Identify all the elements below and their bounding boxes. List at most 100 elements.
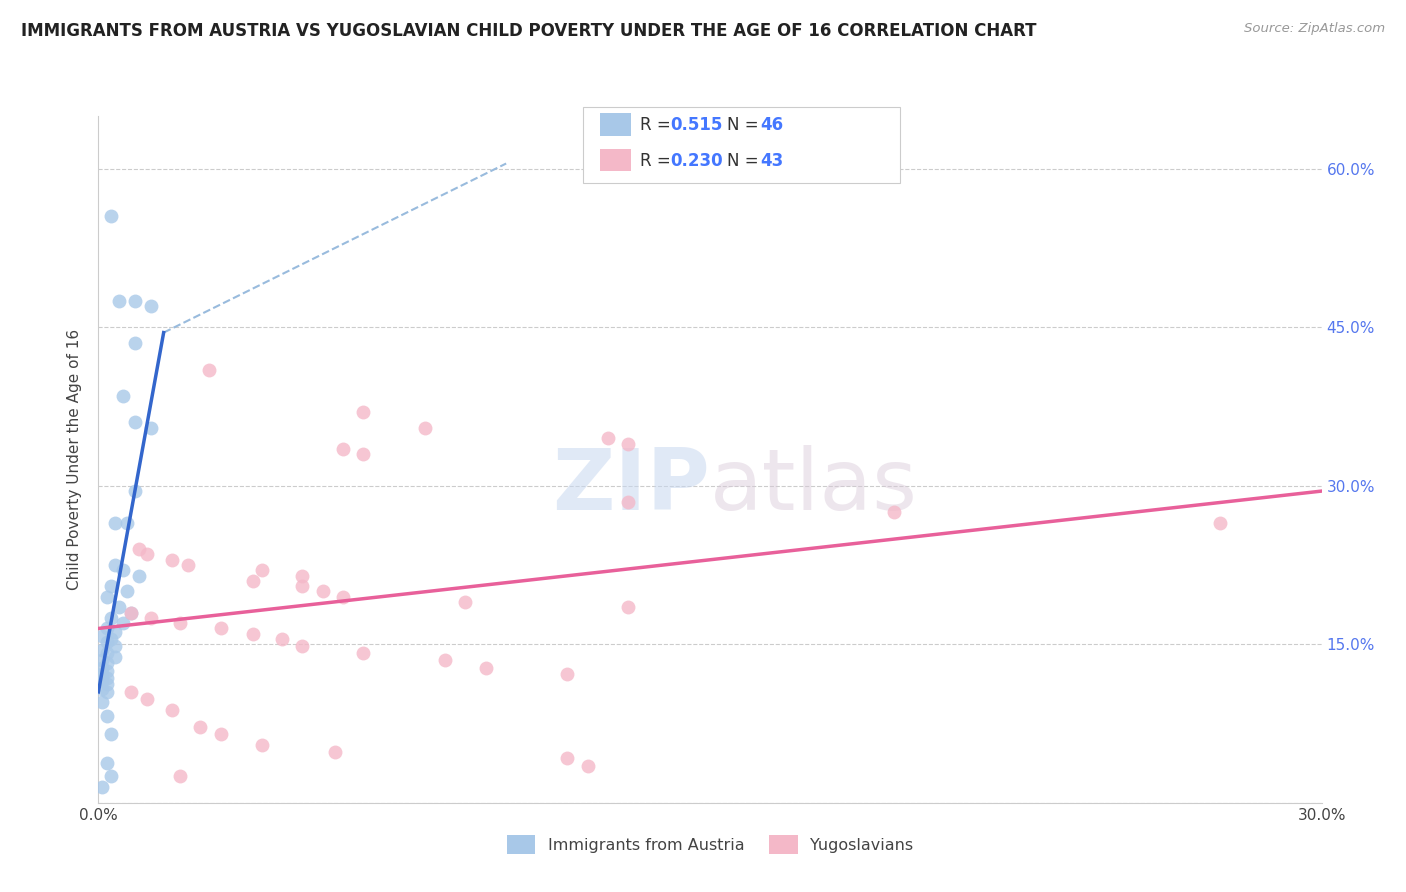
Point <box>323 745 346 759</box>
Point <box>91 653 114 667</box>
Point <box>242 574 264 588</box>
Point <box>120 606 142 620</box>
Text: N =: N = <box>727 116 763 134</box>
Text: ZIP: ZIP <box>553 445 710 528</box>
Point <box>557 666 579 681</box>
Point <box>128 568 150 582</box>
Point <box>883 505 905 519</box>
Text: atlas: atlas <box>710 445 918 528</box>
Point <box>104 640 127 654</box>
Point <box>108 600 131 615</box>
Point <box>617 494 640 508</box>
Point <box>136 548 159 562</box>
Point <box>91 660 114 674</box>
Point <box>104 558 127 572</box>
Text: 46: 46 <box>761 116 783 134</box>
Point <box>96 756 118 770</box>
Point <box>100 579 122 593</box>
Text: N =: N = <box>727 152 763 169</box>
Point <box>91 666 114 681</box>
Point <box>115 516 138 530</box>
Point <box>169 616 191 631</box>
Point <box>598 431 620 445</box>
Point <box>96 646 118 660</box>
Point <box>91 681 114 696</box>
Point <box>1209 516 1232 530</box>
Point <box>120 606 142 620</box>
Point <box>108 293 131 308</box>
Text: 43: 43 <box>761 152 785 169</box>
Point <box>188 720 212 734</box>
Point <box>96 677 118 691</box>
Point <box>413 420 436 434</box>
Point <box>209 622 232 636</box>
Legend: Immigrants from Austria, Yugoslavians: Immigrants from Austria, Yugoslavians <box>501 829 920 860</box>
Point <box>270 632 294 646</box>
Point <box>160 703 183 717</box>
Point <box>128 542 150 557</box>
Point <box>141 420 163 434</box>
Point <box>177 558 200 572</box>
Text: Source: ZipAtlas.com: Source: ZipAtlas.com <box>1244 22 1385 36</box>
Point <box>160 553 183 567</box>
Point <box>96 709 118 723</box>
Point <box>332 442 354 456</box>
Text: R =: R = <box>640 152 676 169</box>
Point <box>91 674 114 689</box>
Point <box>197 362 219 376</box>
Text: 0.515: 0.515 <box>671 116 723 134</box>
Point <box>169 769 191 783</box>
Point <box>291 568 314 582</box>
Text: 0.230: 0.230 <box>671 152 723 169</box>
Point <box>100 769 122 783</box>
Point <box>111 616 134 631</box>
Point <box>557 751 579 765</box>
Point <box>291 579 314 593</box>
Point <box>136 692 159 706</box>
Text: R =: R = <box>640 116 676 134</box>
Text: IMMIGRANTS FROM AUSTRIA VS YUGOSLAVIAN CHILD POVERTY UNDER THE AGE OF 16 CORRELA: IMMIGRANTS FROM AUSTRIA VS YUGOSLAVIAN C… <box>21 22 1036 40</box>
Y-axis label: Child Poverty Under the Age of 16: Child Poverty Under the Age of 16 <box>67 329 83 590</box>
Point <box>96 685 118 699</box>
Point <box>96 657 118 671</box>
Point <box>617 600 640 615</box>
Point <box>124 484 146 499</box>
Point <box>111 563 134 577</box>
Point <box>141 299 163 313</box>
Point <box>111 389 134 403</box>
Point <box>209 727 232 741</box>
Point <box>96 671 118 685</box>
Point <box>352 646 374 660</box>
Point <box>576 759 599 773</box>
Point <box>104 516 127 530</box>
Point <box>124 416 146 430</box>
Point <box>124 293 146 308</box>
Point <box>617 436 640 450</box>
Point <box>250 563 273 577</box>
Point <box>434 653 457 667</box>
Point <box>141 611 163 625</box>
Point <box>96 664 118 678</box>
Point <box>91 642 114 657</box>
Point <box>454 595 477 609</box>
Point <box>100 210 122 224</box>
Point <box>352 405 374 419</box>
Point <box>115 584 138 599</box>
Point <box>96 622 118 636</box>
Point <box>104 650 127 665</box>
Point <box>96 635 118 649</box>
Point <box>100 727 122 741</box>
Point <box>104 624 127 639</box>
Point <box>96 590 118 604</box>
Point <box>100 632 122 646</box>
Point <box>242 626 264 640</box>
Point <box>312 584 335 599</box>
Point <box>352 447 374 461</box>
Point <box>91 695 114 709</box>
Point <box>91 629 114 643</box>
Point <box>291 640 314 654</box>
Point <box>124 336 146 351</box>
Point <box>120 685 142 699</box>
Point <box>250 738 273 752</box>
Point <box>91 780 114 794</box>
